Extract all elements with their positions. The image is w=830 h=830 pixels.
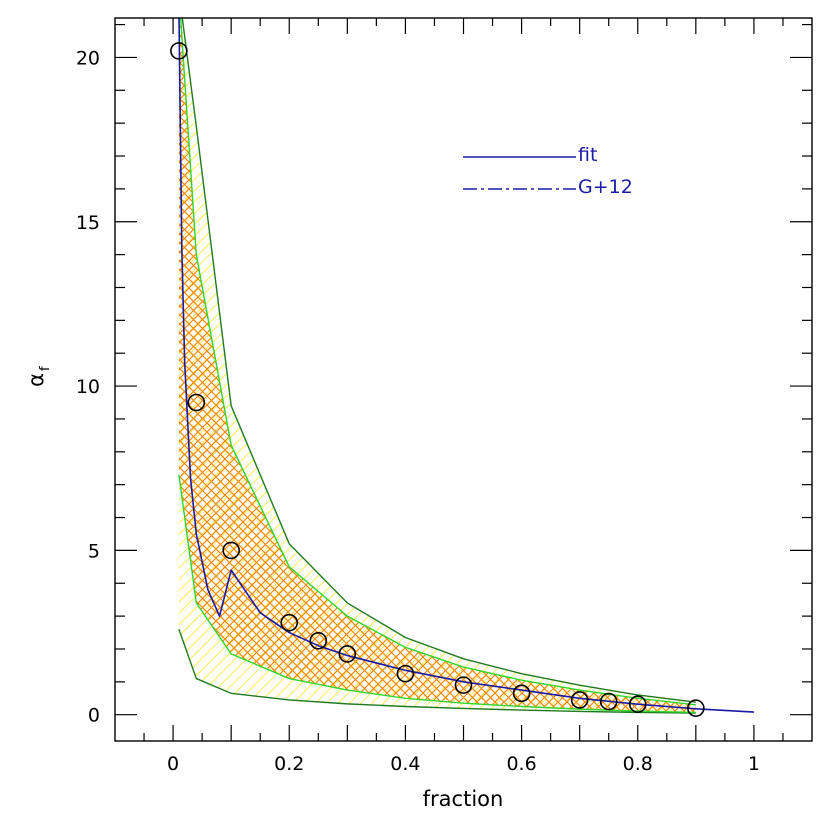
y-tick-label: 0 [88,705,100,727]
fit-line-layer [178,18,754,713]
x-tick-label: 0 [167,753,179,775]
inner-band-upper-edge [179,18,696,706]
x-tick-label: 0.2 [274,753,304,775]
data-point [309,631,328,650]
data-point [187,393,206,412]
inner-band-fill [178,18,696,713]
y-tick-label: 20 [76,47,100,69]
outer-band-upper-edge [181,18,696,703]
y-axis-title-subscript: f [38,366,53,371]
data-point [280,613,299,632]
data-point [512,684,531,703]
data-markers [170,42,705,717]
legend-fit-label: fit [578,144,597,166]
data-point [222,541,240,560]
data-point [599,692,618,711]
y-tick-label: 10 [76,376,100,398]
outer-band-lower-edge [178,629,696,714]
data-point [628,695,647,713]
y-tick-label: 15 [76,212,100,234]
y-axis-title: α [24,373,48,387]
data-point [454,676,473,694]
y-axis-title-group: α f [24,366,53,387]
data-point [170,42,188,60]
x-tick-label: 0.8 [623,753,653,775]
confidence-bands [178,18,696,714]
inner-band-lower-edge [178,474,696,714]
x-tick-label: 0.4 [390,753,420,775]
x-axis-title: fraction [423,787,504,811]
data-point [338,645,357,663]
data-point [396,664,415,683]
data-point [687,699,705,717]
legend-g12-label: G+12 [578,176,633,198]
x-tick-label: 0.6 [506,753,536,775]
legend: fit G+12 [463,144,633,198]
data-point [570,691,589,709]
x-tick-label: 1 [748,753,760,775]
y-tick-label: 5 [88,540,100,562]
fit-line [178,18,754,713]
